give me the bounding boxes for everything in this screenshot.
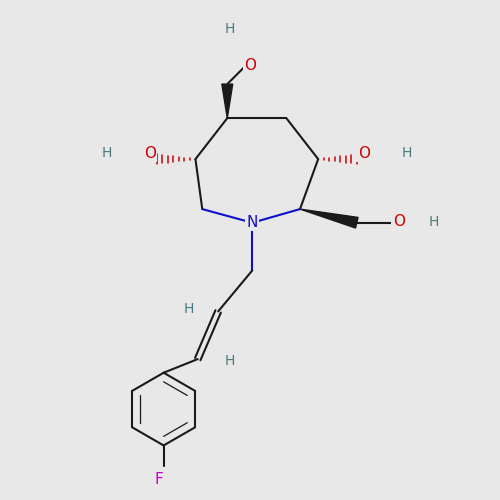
Text: F: F bbox=[154, 472, 164, 487]
Polygon shape bbox=[300, 209, 358, 228]
Text: O: O bbox=[244, 58, 256, 74]
Text: N: N bbox=[246, 215, 258, 230]
Text: H: H bbox=[402, 146, 412, 160]
Text: H: H bbox=[184, 302, 194, 316]
Text: H: H bbox=[224, 354, 234, 368]
Text: H: H bbox=[224, 22, 234, 36]
Text: O: O bbox=[144, 146, 156, 160]
Polygon shape bbox=[222, 84, 232, 118]
Text: H: H bbox=[429, 215, 440, 229]
Text: O: O bbox=[392, 214, 404, 230]
Text: H: H bbox=[102, 146, 112, 160]
Text: O: O bbox=[358, 146, 370, 160]
